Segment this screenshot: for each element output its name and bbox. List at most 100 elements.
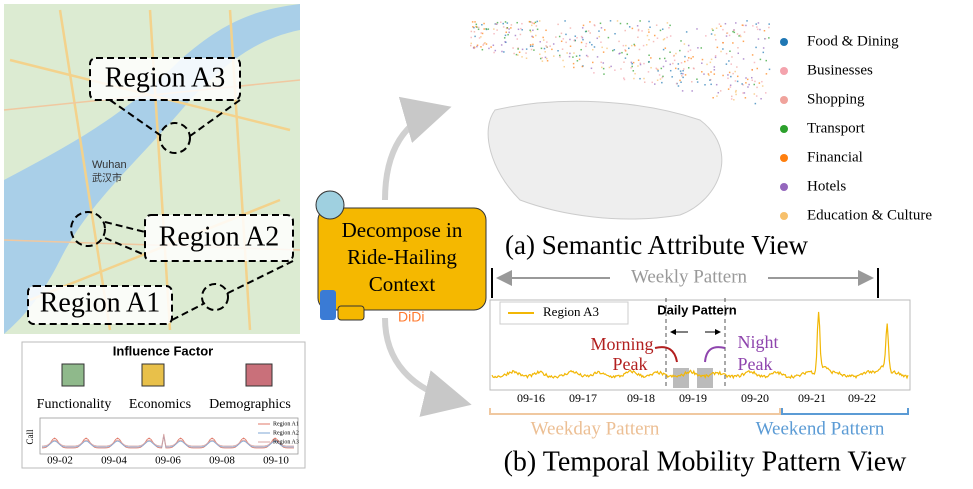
poi — [730, 63, 733, 65]
poi — [754, 102, 757, 105]
poi — [504, 21, 507, 23]
daily-label: Daily Pattern — [657, 302, 737, 317]
poi — [710, 33, 713, 35]
poi — [714, 55, 717, 57]
poi — [688, 57, 690, 59]
poi — [630, 44, 633, 47]
poi — [474, 35, 476, 38]
poi — [762, 51, 765, 54]
poi — [701, 71, 703, 73]
poi — [619, 22, 622, 25]
series-line — [491, 311, 909, 380]
poi — [614, 69, 616, 71]
poi — [543, 47, 546, 50]
poi — [742, 92, 744, 94]
poi — [552, 43, 555, 45]
poi — [765, 59, 767, 62]
poi — [715, 38, 717, 41]
poi — [529, 44, 532, 46]
poi — [589, 21, 591, 23]
poi — [764, 92, 767, 94]
poi — [624, 57, 627, 59]
poi — [598, 30, 600, 32]
poi — [634, 44, 636, 47]
poi — [484, 41, 486, 44]
x-tick-label: 09-18 — [627, 391, 655, 405]
poi — [544, 51, 546, 53]
weekday-label: Weekday Pattern — [531, 418, 660, 439]
poi — [596, 37, 599, 40]
poi — [476, 44, 479, 47]
poi — [503, 51, 505, 53]
poi — [651, 81, 654, 84]
poi — [501, 50, 503, 53]
region-label: Region A1 — [40, 287, 161, 318]
poi — [602, 67, 605, 70]
poi — [745, 77, 747, 79]
legend-marker — [780, 38, 788, 46]
poi — [756, 28, 759, 31]
poi — [768, 37, 770, 39]
poi — [470, 42, 472, 45]
poi — [684, 74, 687, 76]
poi — [735, 22, 737, 24]
poi — [710, 58, 713, 61]
poi — [573, 66, 575, 69]
legend: Food & Dining Businesses Shopping Transport… — [780, 33, 932, 223]
poi — [632, 61, 635, 64]
poi — [727, 77, 729, 80]
poi — [680, 72, 682, 75]
poi — [756, 26, 758, 28]
poi — [566, 52, 568, 54]
mini-line — [41, 435, 294, 449]
poi — [560, 32, 563, 35]
poi — [704, 84, 706, 86]
poi — [705, 35, 707, 37]
poi — [722, 74, 724, 77]
poi — [760, 97, 762, 100]
poi — [603, 73, 605, 75]
poi — [643, 77, 645, 80]
poi — [593, 24, 596, 26]
poi — [508, 31, 510, 34]
poi — [657, 70, 659, 72]
poi — [733, 99, 735, 101]
poi-cloud — [470, 20, 771, 105]
poi — [680, 81, 682, 83]
poi — [483, 22, 485, 25]
poi — [472, 47, 475, 49]
poi — [680, 62, 683, 64]
poi — [492, 44, 495, 47]
poi — [680, 40, 682, 42]
poi — [478, 26, 480, 29]
poi — [757, 22, 760, 24]
poi — [481, 48, 484, 51]
poi — [639, 77, 641, 80]
poi — [768, 26, 770, 29]
poi — [696, 81, 699, 83]
poi — [768, 68, 771, 71]
x-tick-label: 09-10 — [263, 455, 289, 467]
x-tick-label: 09-22 — [848, 391, 876, 405]
poi — [677, 68, 680, 70]
poi — [717, 91, 720, 94]
poi — [515, 53, 518, 56]
poi — [529, 45, 532, 48]
poi — [585, 54, 588, 57]
poi — [628, 26, 631, 28]
poi — [697, 47, 699, 49]
poi — [593, 72, 595, 74]
poi — [612, 49, 614, 52]
poi — [623, 77, 625, 79]
poi — [719, 90, 722, 92]
poi — [741, 24, 744, 26]
poi — [517, 28, 520, 31]
poi — [602, 62, 605, 64]
poi — [713, 73, 716, 75]
poi — [713, 66, 716, 68]
poi — [752, 25, 754, 27]
poi — [743, 92, 746, 94]
poi — [637, 65, 639, 67]
poi — [643, 62, 645, 65]
legend-label: Region A3 — [273, 439, 299, 445]
